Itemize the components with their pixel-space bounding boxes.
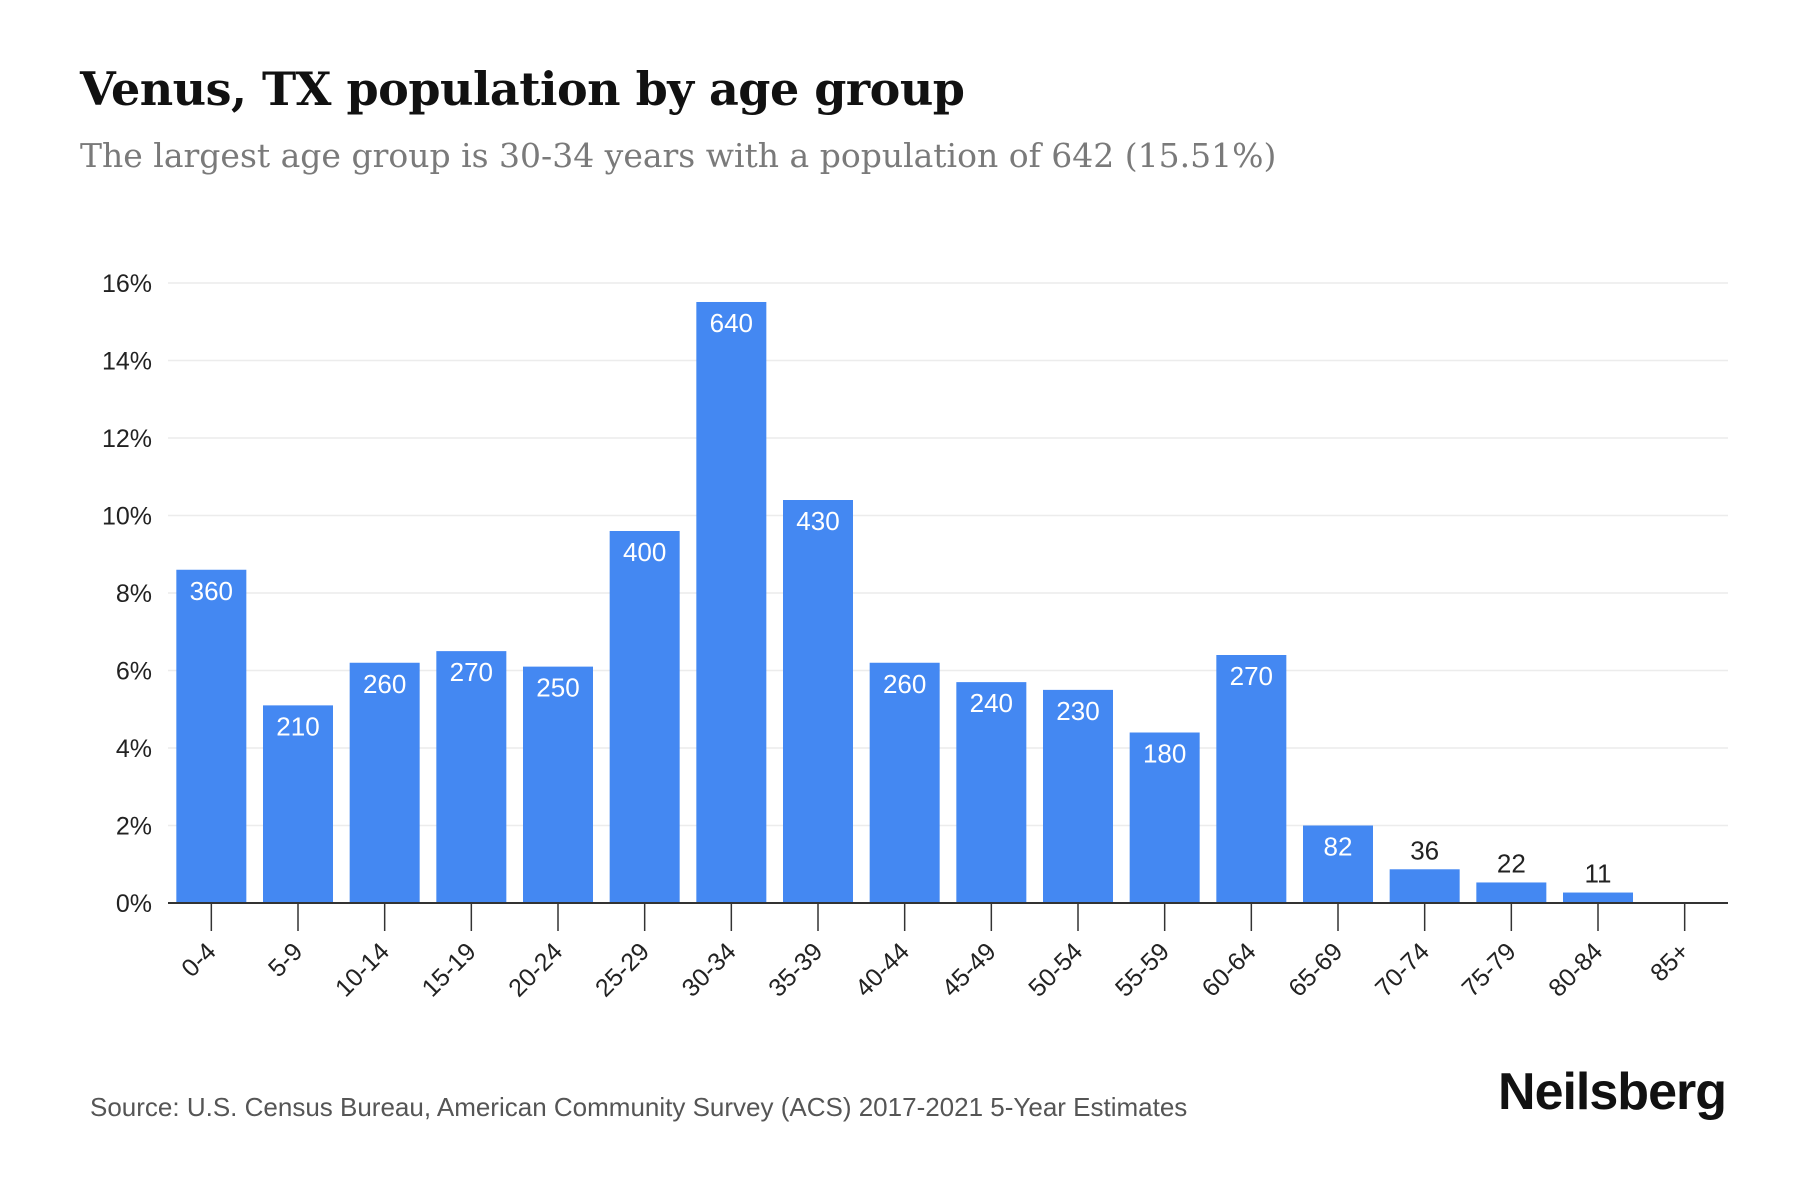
bar	[1129, 732, 1200, 903]
y-tick-label: 12%	[102, 425, 152, 453]
y-axis: 0% 2% 4% 6% 8% 10% 12% 14% 16%	[102, 270, 152, 918]
x-tick-label: 45-49	[937, 937, 1002, 1002]
y-tick-label: 0%	[116, 890, 152, 918]
bar	[1043, 689, 1113, 903]
bar-value-label: 230	[1056, 696, 1099, 726]
chart-subtitle: The largest age group is 30-34 years wit…	[80, 136, 1277, 175]
y-tick-label: 2%	[116, 813, 152, 841]
bar-value-label: 250	[536, 673, 579, 703]
bar	[869, 662, 940, 903]
bar-value-label: 260	[883, 669, 926, 699]
x-tick-label: 50-54	[1023, 937, 1088, 1002]
y-tick-label: 10%	[102, 503, 152, 531]
bar	[1389, 869, 1460, 903]
bar-value-label: 260	[363, 669, 406, 699]
x-tick-label: 35-39	[763, 937, 828, 1002]
source-note: Source: U.S. Census Bureau, American Com…	[90, 1092, 1188, 1122]
bar	[349, 662, 420, 903]
bars: 360 210 260 270 250 400 640 430 260 240 230 180 270 8…	[176, 301, 1633, 903]
x-tick-label: 65-69	[1283, 937, 1348, 1002]
bar	[1476, 882, 1547, 903]
x-tick-label: 80-84	[1543, 937, 1608, 1002]
grid-lines	[168, 282, 1728, 827]
bar-value-label: 430	[796, 506, 839, 536]
x-tick-label: 10-14	[330, 937, 395, 1002]
y-tick-label: 4%	[116, 735, 152, 763]
bar-value-label: 360	[190, 576, 233, 606]
y-tick-label: 8%	[116, 580, 152, 608]
bar-value-label: 11	[1585, 859, 1612, 889]
x-tick-label: 60-64	[1197, 937, 1262, 1002]
x-tick-label: 20-24	[503, 937, 568, 1002]
bar-value-label: 640	[710, 308, 753, 338]
bar-value-label: 240	[970, 688, 1013, 718]
x-tick-label: 0-4	[176, 937, 221, 982]
bar	[1303, 825, 1373, 903]
x-tick-label: 85+	[1645, 937, 1695, 987]
bar	[783, 500, 853, 903]
bar	[523, 666, 593, 903]
x-tick-label: 15-19	[417, 937, 482, 1002]
x-axis: 0-4 5-9 10-14 15-19 20-24 25-29 30-34 35-39 40-4…	[168, 902, 1728, 1002]
bar-value-label: 22	[1497, 848, 1526, 878]
bar	[1563, 892, 1633, 903]
bar-value-label: 82	[1324, 832, 1353, 862]
bar	[956, 682, 1027, 903]
y-tick-label: 6%	[116, 658, 152, 686]
chart-title: Venus, TX population by age group	[80, 62, 965, 116]
x-tick-label: 30-34	[677, 937, 742, 1002]
bar-value-label: 270	[1230, 661, 1273, 691]
bar-value-label: 210	[276, 711, 319, 741]
bar-value-label: 36	[1410, 835, 1439, 865]
brand-logo: Neilsberg	[1498, 1063, 1727, 1121]
bar	[696, 301, 767, 903]
x-tick-label: 25-29	[590, 937, 655, 1002]
x-tick-label: 70-74	[1370, 937, 1435, 1002]
x-tick-label: 5-9	[263, 937, 308, 982]
bar-chart: 0% 2% 4% 6% 8% 10% 12% 14% 16% 360 210 260 270 250 40…	[102, 270, 1728, 1002]
x-tick-label: 75-79	[1457, 937, 1522, 1002]
bar-value-label: 400	[623, 537, 666, 567]
x-tick-label: 40-44	[850, 937, 915, 1002]
y-tick-label: 16%	[102, 270, 152, 298]
bar-value-label: 270	[450, 657, 493, 687]
bar	[436, 651, 507, 903]
bar-value-label: 180	[1143, 739, 1186, 769]
y-tick-label: 14%	[102, 348, 152, 376]
bar	[176, 569, 247, 903]
x-tick-label: 55-59	[1110, 937, 1175, 1002]
bar	[263, 705, 333, 903]
bar	[609, 531, 680, 903]
bar	[1216, 655, 1287, 903]
